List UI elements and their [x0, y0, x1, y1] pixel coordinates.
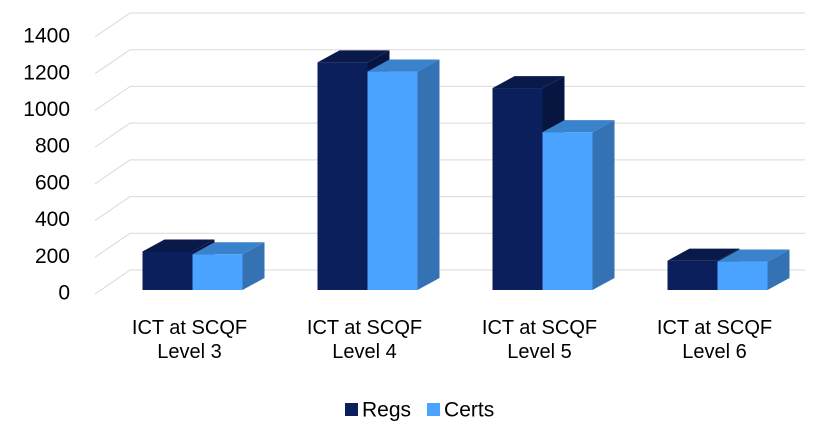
bar-side — [242, 242, 265, 290]
grid-line — [94, 85, 805, 111]
bar-side — [767, 249, 790, 290]
bar — [542, 132, 593, 290]
legend-swatch — [345, 403, 358, 416]
bar — [142, 251, 193, 290]
x-tick-label: ICT at SCQF Level 4 — [306, 317, 423, 363]
y-tick-label: 1200 — [23, 61, 70, 84]
x-tick-label: ICT at SCQF Level 5 — [481, 317, 598, 363]
y-tick-label: 600 — [35, 171, 70, 194]
legend-label: Certs — [444, 399, 494, 422]
bar-top — [367, 59, 440, 72]
bar-top — [192, 242, 265, 255]
grid-line — [94, 159, 805, 185]
bar-top — [667, 248, 740, 261]
legend-label: Regs — [362, 399, 411, 422]
bar-side — [417, 59, 440, 290]
y-tick-label: 1000 — [23, 98, 70, 121]
bar — [317, 62, 368, 290]
grid-line — [94, 122, 805, 148]
y-tick-label: 1400 — [23, 25, 70, 48]
bar-side — [592, 120, 615, 290]
bar-top — [492, 76, 565, 89]
bar-top — [717, 249, 790, 262]
y-tick-label: 0 — [58, 282, 70, 305]
y-tick-label: 400 — [35, 208, 70, 231]
grid-line — [94, 196, 805, 221]
bar-top — [142, 239, 215, 252]
bar — [367, 71, 418, 290]
y-tick-label: 800 — [35, 135, 70, 158]
bar — [717, 261, 768, 290]
bar — [192, 254, 243, 290]
bar — [492, 88, 543, 290]
x-tick-label: ICT at SCQF Level 6 — [656, 317, 773, 363]
grid-line — [94, 12, 805, 38]
bar-top — [317, 50, 390, 63]
grid-line — [94, 49, 805, 75]
y-tick-label: 200 — [35, 245, 70, 268]
bar-top — [542, 120, 615, 133]
bar — [667, 260, 718, 290]
legend-swatch — [427, 403, 441, 416]
x-tick-label: ICT at SCQF Level 3 — [131, 317, 248, 363]
